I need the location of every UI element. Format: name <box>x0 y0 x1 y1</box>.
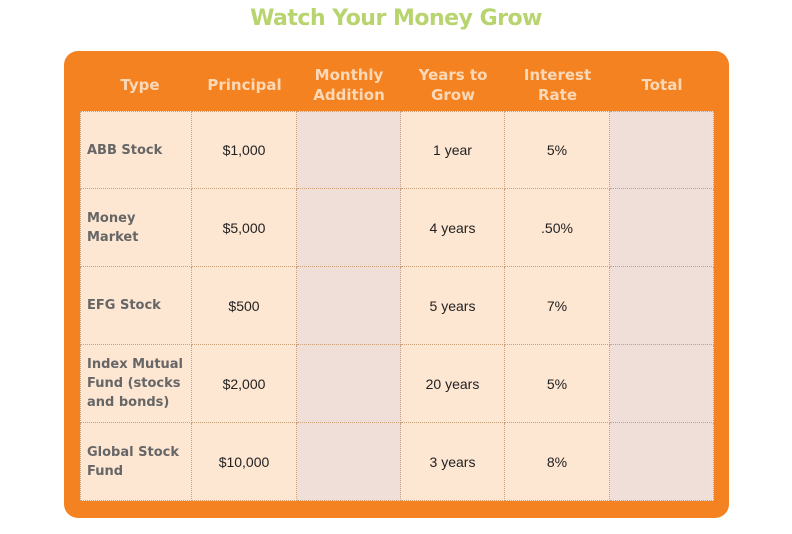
input-cell-total[interactable] <box>610 345 714 423</box>
input-cell-total[interactable] <box>610 111 714 189</box>
cell-rate: .50% <box>505 189 610 267</box>
column-header: Principal <box>207 76 282 94</box>
input-cell-monthly[interactable] <box>297 267 401 345</box>
column-header: Total <box>641 76 683 94</box>
cell-principal: $1,000 <box>192 111 297 189</box>
column-header: Monthly Addition <box>313 66 385 104</box>
input-cell-total[interactable] <box>610 423 714 501</box>
cell-principal: $5,000 <box>192 189 297 267</box>
column-header: Years to Grow <box>418 66 488 104</box>
input-cell-monthly[interactable] <box>297 423 401 501</box>
cell-years: 1 year <box>401 111 505 189</box>
input-cell-monthly[interactable] <box>297 345 401 423</box>
cell-principal: $2,000 <box>192 345 297 423</box>
cell-years: 3 years <box>401 423 505 501</box>
cell-type: EFG Stock <box>80 267 192 345</box>
cell-years: 5 years <box>401 267 505 345</box>
cell-type: Global Stock Fund <box>80 423 192 501</box>
cell-rate: 5% <box>505 345 610 423</box>
cell-rate: 5% <box>505 111 610 189</box>
column-header: Interest Rate <box>523 66 592 104</box>
cell-rate: 8% <box>505 423 610 501</box>
input-cell-monthly[interactable] <box>297 189 401 267</box>
cell-type: Money Market <box>80 189 192 267</box>
cell-years: 4 years <box>401 189 505 267</box>
cell-years: 20 years <box>401 345 505 423</box>
input-cell-total[interactable] <box>610 189 714 267</box>
page-title: Watch Your Money Grow <box>250 6 542 31</box>
cell-type: Index Mutual Fund (stocks and bonds) <box>80 345 192 423</box>
input-cell-monthly[interactable] <box>297 111 401 189</box>
cell-principal: $10,000 <box>192 423 297 501</box>
input-cell-total[interactable] <box>610 267 714 345</box>
cell-rate: 7% <box>505 267 610 345</box>
cell-type: ABB Stock <box>80 111 192 189</box>
column-header: Type <box>120 76 160 94</box>
investment-table: ABB Stock $1,000 1 year 5% Money Market $5,00… <box>80 111 714 501</box>
cell-principal: $500 <box>192 267 297 345</box>
